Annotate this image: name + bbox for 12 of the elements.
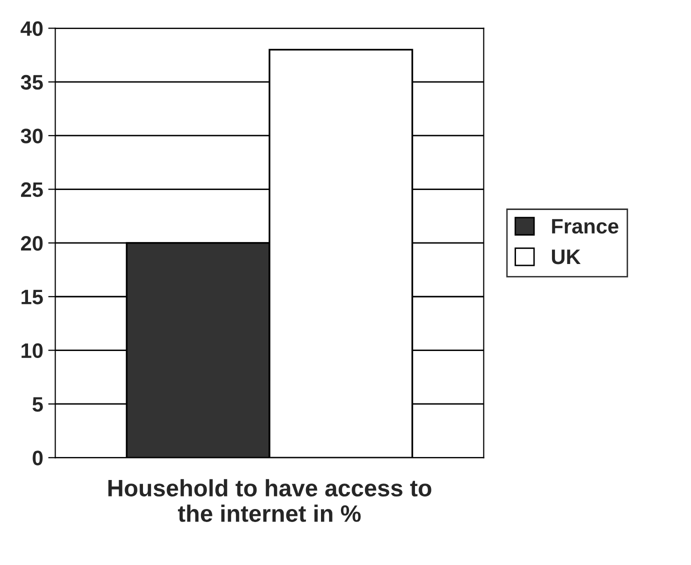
y-tick-label: 10 xyxy=(22,343,43,358)
y-tick-label: 5 xyxy=(32,397,43,412)
legend-label: UK xyxy=(552,250,581,264)
y-tick-label: 25 xyxy=(21,182,43,198)
y-tick-label: 40 xyxy=(20,21,43,36)
y-tick-label: 20 xyxy=(21,236,43,251)
legend-label: France xyxy=(552,219,618,234)
y-tick-label: 35 xyxy=(20,74,43,90)
y-tick-label: 0 xyxy=(32,450,43,466)
y-tick-label: 15 xyxy=(22,290,43,304)
x-axis-title: Household to have access to the internet in % xyxy=(108,479,432,522)
y-tick-label: 30 xyxy=(20,128,43,144)
